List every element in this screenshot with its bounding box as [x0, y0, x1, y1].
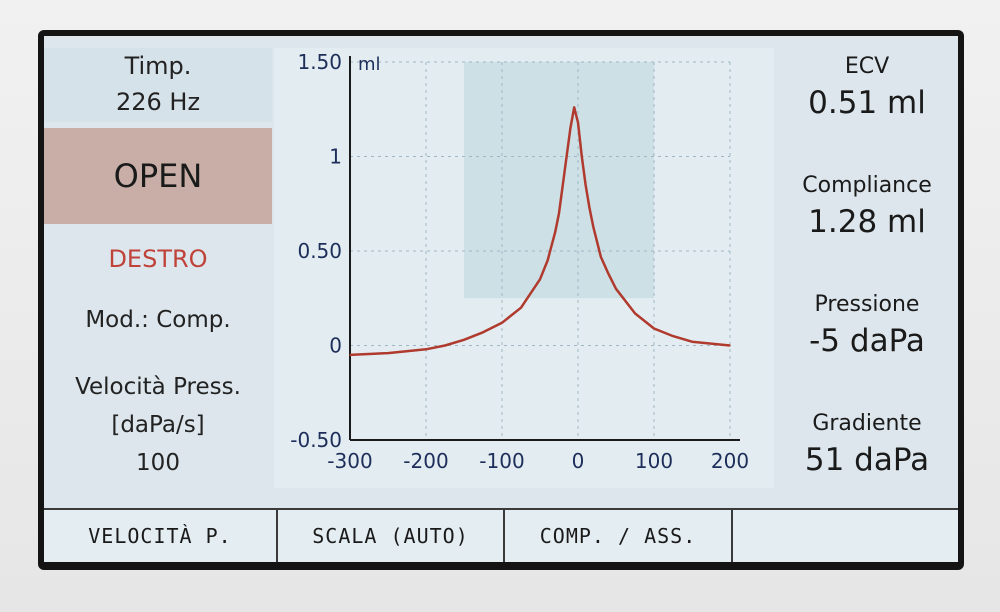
probe-title: Timp.: [124, 52, 192, 80]
x-tick-label-1: -200: [403, 449, 448, 473]
data-point-15: [573, 106, 575, 109]
data-point-0: [349, 354, 351, 356]
gradient-value: 51 daPa: [804, 442, 930, 478]
speed-label-line1: Velocità Press.: [75, 374, 241, 400]
x-tick-label-0: -300: [327, 449, 372, 473]
x-tick-label-2: -100: [479, 449, 524, 473]
data-point-22: [607, 272, 610, 275]
data-point-13: [565, 155, 568, 158]
y-tick-label-4: -0.50: [290, 428, 342, 452]
data-point-5: [482, 331, 484, 334]
data-point-24: [634, 312, 636, 315]
speed-label-line2: [daPa/s]: [111, 412, 205, 438]
compliance-block: Compliance 1.28 ml: [776, 171, 958, 243]
probe-info-box: Timp. 226 Hz: [44, 48, 272, 122]
ecv-label: ECV: [844, 54, 890, 79]
data-point-6: [501, 322, 503, 324]
normal-region-highlight: [464, 62, 654, 299]
data-point-4: [463, 339, 465, 341]
gradient-block: Gradiente 51 daPa: [776, 409, 958, 481]
tympanometer-screen: Timp. 226 Hz OPEN DESTRO Mod.: Comp. Vel…: [44, 36, 958, 562]
data-point-11: [558, 212, 560, 214]
data-point-25: [653, 327, 655, 330]
mode-label: Mod.: Comp.: [85, 307, 231, 333]
data-point-19: [588, 206, 591, 209]
data-point-18: [584, 184, 587, 186]
x-tick-label-3: 0: [572, 449, 585, 473]
y-unit-label: ml: [358, 54, 381, 75]
series-line: [349, 106, 731, 357]
data-point-16: [577, 121, 579, 124]
pressure-block: Pressione -5 daPa: [776, 290, 958, 362]
ear-side-label: DESTRO: [108, 245, 208, 273]
data-point-14: [569, 127, 572, 129]
x-tick-label-4: 100: [635, 449, 673, 473]
data-point-2: [425, 348, 427, 351]
chart-svg: -300 -200 -100 0 100 200 1.50 1 0.50 0 -0.50 ml: [290, 50, 749, 473]
pressure-label: Pressione: [814, 292, 920, 317]
data-point-29: [729, 344, 731, 347]
data-point-23: [615, 288, 617, 290]
ecv-block: ECV 0.51 ml: [776, 52, 958, 124]
data-point-10: [554, 231, 556, 233]
tympanogram-chart: -300 -200 -100 0 100 200 1.50 1 0.50 0 -0.50 ml: [274, 48, 774, 488]
pressure-speed-box: Velocità Press. [daPa/s] 100: [44, 368, 272, 478]
compliance-value: 1.28 ml: [808, 204, 926, 240]
y-tick-label-0: 1.50: [297, 50, 342, 74]
data-point-28: [710, 342, 712, 345]
softkey-comp-abs[interactable]: COMP. / ASS.: [505, 510, 733, 562]
speed-value: 100: [136, 450, 180, 476]
data-point-26: [672, 335, 674, 337]
gradient-label: Gradiente: [812, 411, 922, 436]
softkey-pressure-speed[interactable]: VELOCITÀ P.: [44, 510, 278, 562]
data-point-12: [562, 184, 564, 186]
compliance-label: Compliance: [802, 173, 932, 198]
data-point-8: [539, 278, 541, 281]
ecv-value: 0.51 ml: [808, 85, 926, 121]
data-point-21: [600, 255, 602, 258]
probe-frequency: 226 Hz: [115, 88, 201, 116]
data-point-20: [592, 225, 594, 228]
y-tick-label-3: 0: [329, 334, 342, 358]
y-tick-label-2: 0.50: [297, 239, 342, 263]
data-point-7: [520, 306, 522, 309]
data-point-3: [444, 344, 446, 347]
data-point-17: [581, 155, 583, 158]
pressure-value: -5 daPa: [809, 323, 925, 359]
data-point-9: [546, 259, 549, 262]
status-indicator: OPEN: [44, 128, 272, 224]
x-tick-label-5: 200: [711, 449, 749, 473]
y-tick-label-1: 1: [329, 145, 342, 169]
softkey-scale[interactable]: SCALA (AUTO): [278, 510, 505, 562]
softkey-empty[interactable]: [733, 510, 958, 562]
data-point-1: [387, 352, 389, 354]
data-point-27: [691, 340, 693, 343]
softkey-bar: VELOCITÀ P. SCALA (AUTO) COMP. / ASS.: [44, 508, 958, 562]
